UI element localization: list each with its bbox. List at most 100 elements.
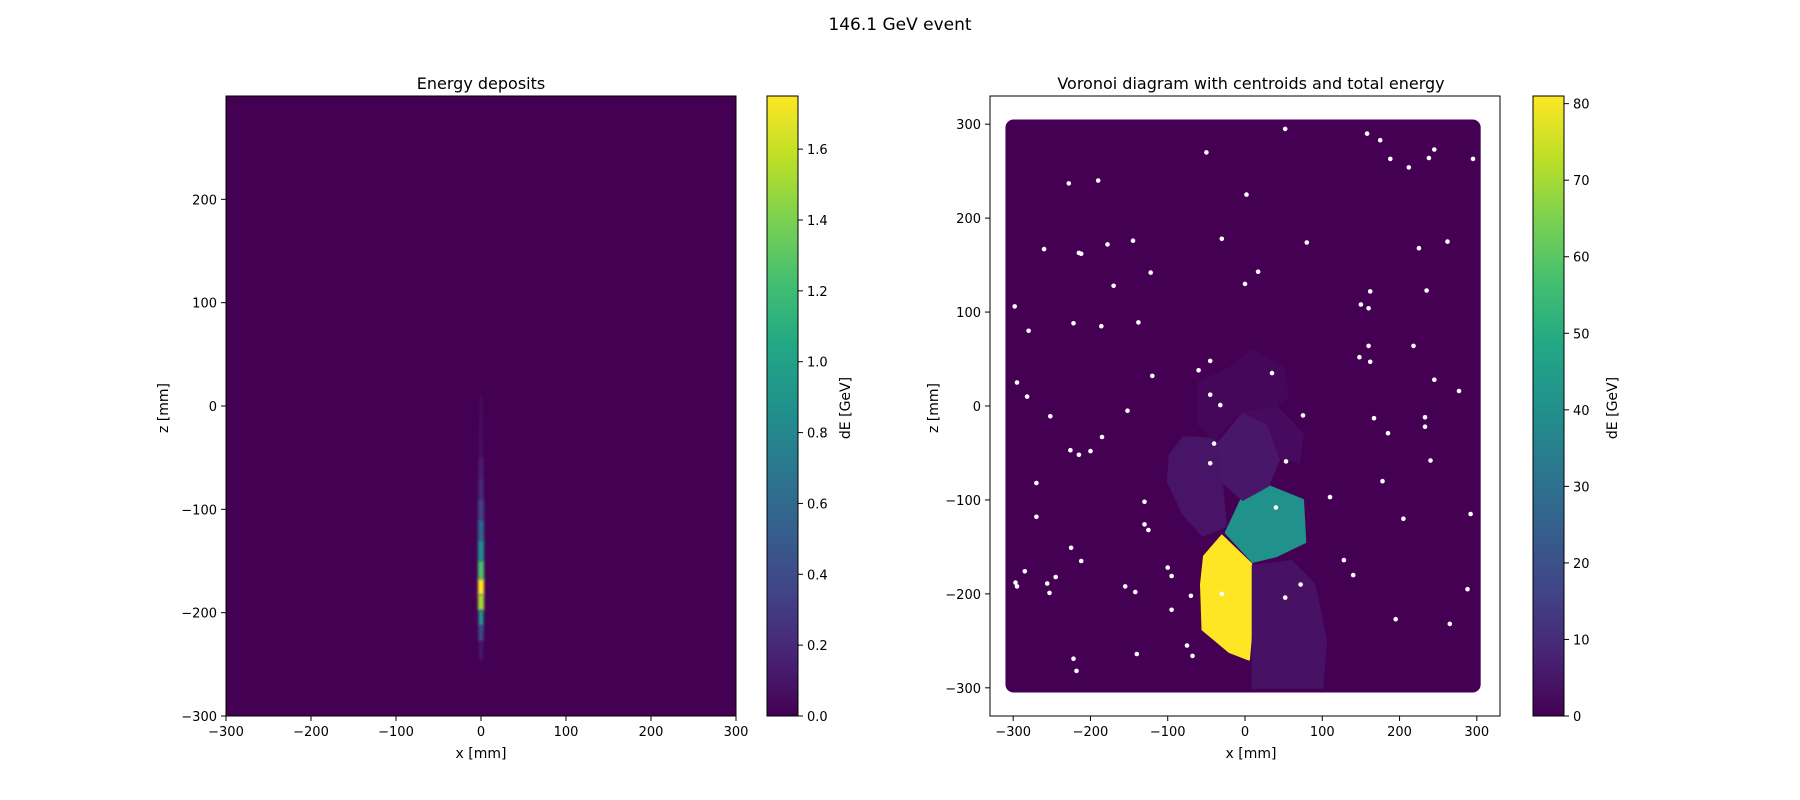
- centroid-point: [1024, 394, 1030, 399]
- centroid-point: [1150, 373, 1155, 379]
- shower-deposit-cell: [478, 579, 484, 596]
- energy-deposits-heatmap: [225, 95, 737, 717]
- centroid-point: [1367, 359, 1373, 365]
- centroid-point: [1134, 651, 1140, 657]
- x-tick-label: 300: [1464, 725, 1489, 740]
- centroid-point: [1165, 565, 1170, 570]
- centroid-point: [1088, 448, 1093, 454]
- colorbar-gradient: [1533, 96, 1564, 716]
- x-tick-label: 100: [1310, 725, 1335, 740]
- energy-deposits-colorbar: 0.0 0.2 0.4 0.6 0.8 1.0 1.2 1.4 1.6: [766, 95, 828, 725]
- centroid-point: [1456, 388, 1462, 394]
- y-tick-label: 200: [956, 212, 981, 227]
- centroid-point: [1269, 370, 1275, 376]
- colorbar-tick-label: 0: [1573, 710, 1581, 725]
- y-tick-label: 0: [209, 400, 217, 415]
- colorbar-tick-label: 1.4: [807, 214, 828, 229]
- colorbar-tick-label: 0.2: [807, 639, 828, 654]
- shower-deposit-cell: [478, 478, 484, 500]
- colorbar-tick-label: 0.6: [807, 497, 828, 512]
- shower-deposit-cell: [478, 519, 484, 541]
- centroid-point: [1298, 582, 1303, 587]
- energy-deposits-xlabel: x [mm]: [456, 746, 507, 762]
- energy-deposits-panel: Energy deposits −300 −200 −100 0 100 200 300 −…: [156, 74, 854, 762]
- shower-deposit-cell: [479, 437, 483, 459]
- centroid-point: [1447, 621, 1453, 627]
- voronoi-ylabel: z [mm]: [926, 383, 942, 433]
- colorbar-tick-label: 0.0: [807, 710, 828, 725]
- centroid-point: [1034, 480, 1039, 486]
- shower-deposit-cell: [479, 416, 483, 438]
- y-tick-label: −200: [181, 607, 217, 622]
- centroid-point: [1146, 527, 1151, 533]
- y-tick-label: −300: [181, 710, 217, 725]
- centroid-point: [1148, 270, 1153, 275]
- centroid-point: [1377, 137, 1383, 143]
- y-tick-label: 200: [192, 193, 217, 208]
- colorbar-tick-label: 0.8: [807, 427, 828, 442]
- centroid-point: [1465, 586, 1470, 592]
- colorbar-frame: [1532, 95, 1565, 717]
- centroid-point: [1371, 415, 1377, 421]
- centroid-point: [1099, 323, 1104, 329]
- centroid-point: [1196, 368, 1201, 373]
- centroid-point: [1273, 505, 1279, 510]
- y-tick-label: −100: [945, 494, 981, 509]
- centroid-point: [1366, 306, 1371, 311]
- shower-deposit-cell: [478, 625, 484, 642]
- shower-deposit-cell: [478, 540, 484, 562]
- y-tick-label: 100: [192, 297, 217, 312]
- centroid-point: [1066, 181, 1072, 186]
- centroid-point: [1078, 251, 1084, 257]
- centroid-point: [1034, 514, 1039, 520]
- centroid-point: [1432, 147, 1437, 152]
- shower-deposit-cell: [478, 561, 484, 580]
- centroid-point: [1074, 668, 1079, 674]
- energy-deposits-colorbar-label: dE [GeV]: [838, 377, 854, 439]
- centroid-point: [1014, 380, 1020, 385]
- voronoi-cell: [1197, 348, 1289, 440]
- colorbar-tick-label: 20: [1573, 557, 1590, 572]
- centroid-point: [1432, 377, 1437, 383]
- centroid-point: [1388, 156, 1393, 162]
- x-tick-label: −200: [1073, 725, 1109, 740]
- centroid-point: [1041, 246, 1047, 252]
- centroid-point: [1068, 545, 1074, 551]
- colorbar-tick-label: 70: [1573, 174, 1590, 189]
- centroid-point: [1282, 595, 1288, 600]
- centroid-point: [1071, 321, 1076, 326]
- centroid-point: [1219, 236, 1225, 242]
- centroid-point: [1190, 653, 1195, 659]
- x-tick-label: 200: [639, 725, 664, 740]
- y-tick-label: −100: [181, 503, 217, 518]
- shower-deposit-cell: [478, 610, 484, 627]
- centroid-point: [1095, 178, 1101, 183]
- energy-deposits-x-ticks: −300 −200 −100 0 100 200 300: [208, 716, 748, 740]
- centroid-point: [1304, 240, 1310, 245]
- centroid-point: [1130, 238, 1136, 243]
- centroid-point: [1300, 413, 1306, 418]
- centroid-point: [1012, 304, 1017, 309]
- voronoi-colorbar: 0 10 20 30 40 50 60 70 80: [1532, 95, 1590, 725]
- energy-deposits-ylabel: z [mm]: [156, 383, 172, 433]
- energy-deposits-y-ticks: −300 −200 −100 0 100 200: [181, 193, 226, 725]
- centroid-point: [1136, 320, 1141, 325]
- colorbar-tick-label: 40: [1573, 404, 1590, 419]
- centroid-point: [1424, 288, 1429, 293]
- centroid-point: [1204, 150, 1209, 155]
- centroid-point: [1076, 452, 1082, 458]
- centroid-point: [1207, 461, 1213, 466]
- centroid-point: [1169, 607, 1174, 613]
- centroid-point: [1184, 643, 1190, 648]
- colorbar-gradient: [767, 96, 798, 716]
- y-tick-label: 300: [956, 118, 981, 133]
- centroid-point: [1468, 511, 1473, 517]
- centroid-point: [1350, 572, 1356, 578]
- centroid-point: [1013, 580, 1018, 585]
- centroid-point: [1422, 424, 1428, 430]
- centroid-point: [1053, 574, 1058, 580]
- x-tick-label: 200: [1387, 725, 1412, 740]
- colorbar-tick-label: 60: [1573, 251, 1590, 266]
- y-tick-label: 0: [973, 400, 981, 415]
